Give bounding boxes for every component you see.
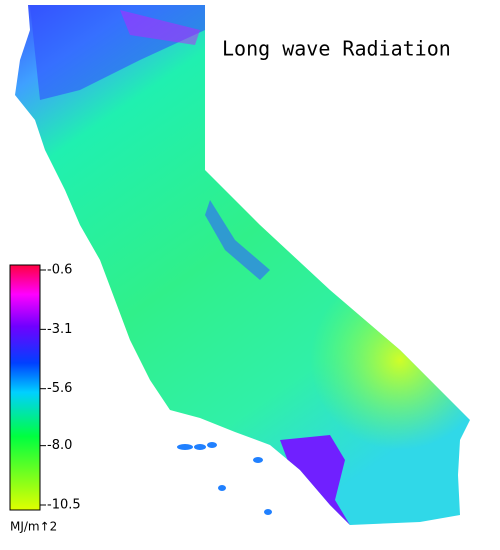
sierra-region [205,200,270,280]
legend-tick-label: -0.6 [47,263,72,278]
legend: MJ/m↑2 -0.6 -3.1 -5.6 -8.0 -10.5 [9,263,81,534]
legend-tick-label: -10.5 [47,498,81,513]
map-title: Long wave Radiation [222,37,451,61]
legend-tick-label: -3.1 [47,322,72,337]
color-bar [9,264,41,511]
high-region [120,10,200,45]
legend-tick-label: -5.6 [47,381,72,396]
islands [177,442,272,515]
mountain-region [280,435,350,525]
legend-tick-label: -8.0 [47,438,72,453]
legend-unit: MJ/m↑2 [10,520,57,534]
